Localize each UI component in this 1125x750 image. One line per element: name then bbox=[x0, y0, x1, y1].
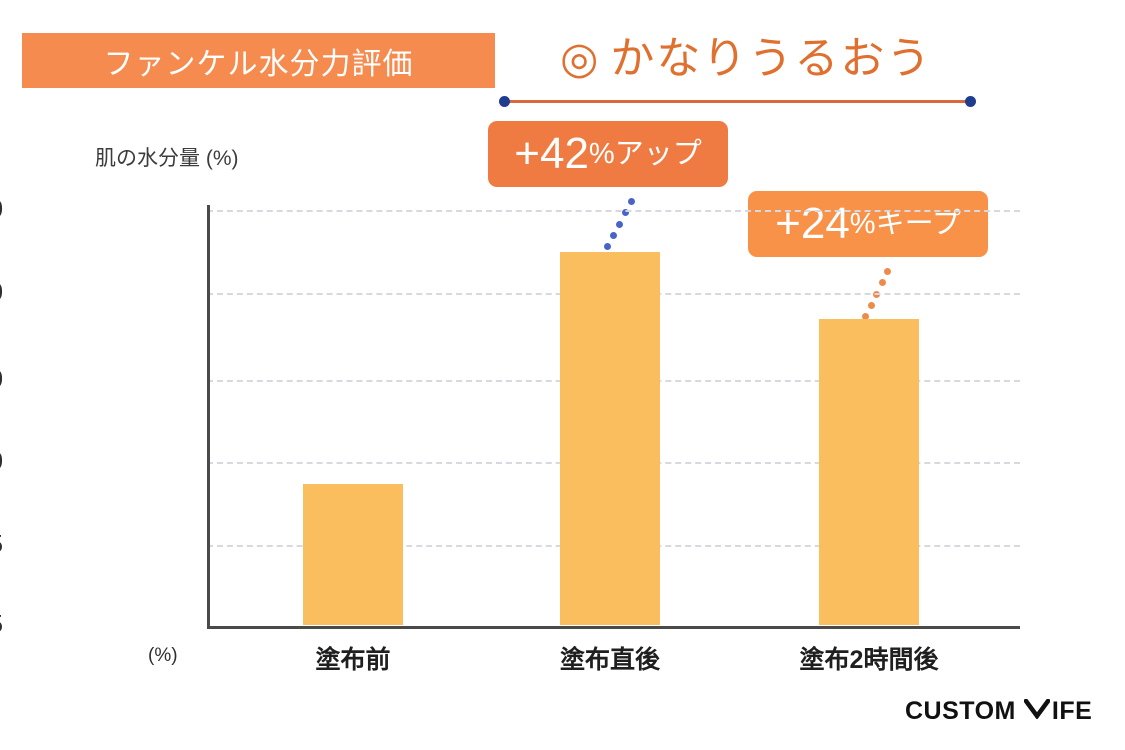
increase-badge-suffix: %アップ bbox=[588, 137, 702, 170]
span-indicator-line bbox=[499, 96, 976, 107]
connector-dot bbox=[616, 220, 623, 228]
verdict-label: かなりうるおう bbox=[610, 34, 933, 83]
x-axis-tick-label: 塗布直後 bbox=[559, 646, 660, 674]
connector-dot bbox=[604, 243, 611, 250]
bar-塗布直後 bbox=[560, 251, 660, 625]
bar-塗布2時間後 bbox=[819, 319, 919, 625]
custom-life-logo: CUSTOM IFE bbox=[905, 697, 1092, 726]
x-axis-line bbox=[207, 626, 1020, 629]
connector-dot bbox=[884, 268, 891, 275]
logo-text-rest: IFE bbox=[1051, 697, 1093, 725]
gridline bbox=[207, 210, 1020, 212]
logo-text-first: CUSTOM bbox=[905, 697, 1016, 725]
check-icon bbox=[1022, 697, 1052, 726]
keep-badge-value: +24 bbox=[775, 199, 850, 248]
keep-badge: +24 %キープ bbox=[748, 191, 988, 257]
y-axis-line bbox=[207, 205, 210, 628]
span-dot-right bbox=[965, 96, 976, 107]
connector-dot bbox=[862, 313, 869, 320]
y-axis-tick-label: 50 bbox=[0, 448, 3, 477]
connector-dot bbox=[867, 301, 875, 309]
connector-dot bbox=[878, 279, 886, 287]
double-circle-icon: ◎ bbox=[560, 34, 599, 83]
keep-badge-suffix: %キープ bbox=[849, 207, 961, 240]
y-axis-tick-label: 15 bbox=[0, 611, 3, 640]
connector-dot bbox=[610, 231, 617, 239]
y-axis-title: 肌の水分量 (%) bbox=[95, 147, 239, 170]
verdict-heading: ◎ かなりうるおう bbox=[560, 28, 932, 90]
title-banner: ファンケル水分力評価 bbox=[22, 33, 495, 88]
y-axis-tick-label: 35 bbox=[0, 531, 3, 560]
y-axis-tick-label: 100 bbox=[0, 196, 3, 225]
x-axis-tick-label: 塗布前 bbox=[315, 646, 391, 674]
title-banner-label: ファンケル水分力評価 bbox=[103, 47, 414, 81]
span-dot-left bbox=[499, 96, 510, 107]
increase-badge-value: +42 bbox=[514, 129, 589, 178]
x-axis-unit-label: (%) bbox=[148, 645, 178, 666]
x-axis-tick-label: 塗布2時間後 bbox=[799, 646, 939, 674]
bar-塗布前 bbox=[303, 484, 403, 625]
increase-badge: +42 %アップ bbox=[488, 121, 728, 187]
connector-dot bbox=[622, 209, 629, 217]
span-line-bar bbox=[502, 100, 973, 103]
y-axis-tick-label: 60 bbox=[0, 366, 3, 395]
y-axis-tick-label: 80 bbox=[0, 279, 3, 308]
connector-dot bbox=[628, 198, 635, 205]
plot-area bbox=[207, 205, 1020, 630]
